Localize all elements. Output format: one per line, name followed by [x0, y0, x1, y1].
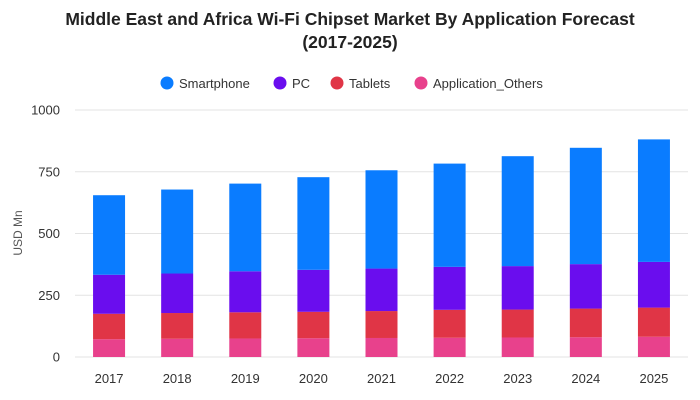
bar-smartphone-2018	[161, 189, 194, 274]
bar-tablets-2019	[229, 312, 262, 339]
bar-smartphone-2023	[501, 156, 534, 267]
bar-application-others-2020	[297, 338, 330, 357]
legend-label: Tablets	[349, 76, 391, 91]
legend: Smartphone PC Tablets Application_Others	[160, 76, 543, 91]
bar-application-others-2018	[161, 338, 194, 357]
bar-application-others-2017	[93, 339, 126, 357]
bar-application-others-2023	[501, 337, 534, 357]
bar-smartphone-2020	[297, 177, 330, 270]
legend-item-tablets: Tablets	[330, 76, 391, 91]
bar-pc-2025	[637, 261, 670, 308]
bar-smartphone-2021	[365, 170, 398, 269]
y-tick-label: 250	[38, 288, 60, 303]
y-tick-label: 500	[38, 226, 60, 241]
y-tick-label: 750	[38, 164, 60, 179]
bar-application-others-2024	[569, 337, 602, 357]
bar-pc-2018	[161, 273, 194, 314]
x-tick-label-2019: 2019	[231, 371, 260, 386]
bar-application-others-2019	[229, 338, 262, 357]
bar-application-others-2025	[637, 336, 670, 357]
y-axis-ticks: 0 250 500 750 1000	[31, 103, 60, 365]
bar-pc-2020	[297, 269, 330, 312]
bar-smartphone-2025	[637, 139, 670, 262]
bar-pc-2023	[501, 266, 534, 310]
chart-title-line-1: Middle East and Africa Wi-Fi Chipset Mar…	[65, 9, 635, 29]
x-tick-label-2020: 2020	[299, 371, 328, 386]
bar-tablets-2025	[637, 307, 670, 337]
bar-pc-2022	[433, 266, 466, 310]
y-axis-label: USD Mn	[11, 210, 25, 255]
x-tick-label-2025: 2025	[639, 371, 668, 386]
bar-tablets-2024	[569, 308, 602, 338]
bar-smartphone-2017	[93, 195, 126, 275]
x-tick-label-2023: 2023	[503, 371, 532, 386]
x-tick-label-2017: 2017	[95, 371, 124, 386]
legend-swatch	[330, 76, 344, 90]
bar-tablets-2022	[433, 309, 466, 338]
bar-tablets-2018	[161, 313, 194, 339]
legend-item-application-others: Application_Others	[414, 76, 543, 91]
bar-smartphone-2022	[433, 163, 466, 267]
y-tick-label: 0	[53, 350, 60, 365]
bar-application-others-2022	[433, 337, 466, 357]
x-tick-label-2021: 2021	[367, 371, 396, 386]
bar-smartphone-2019	[229, 183, 262, 272]
bar-smartphone-2024	[569, 147, 602, 265]
legend-item-smartphone: Smartphone	[160, 76, 250, 91]
legend-label: PC	[292, 76, 310, 91]
bar-tablets-2017	[93, 313, 126, 340]
bars	[93, 139, 670, 357]
legend-swatch	[160, 76, 174, 90]
bar-pc-2019	[229, 271, 262, 313]
bar-pc-2017	[93, 274, 126, 314]
x-axis-ticks: 2017 2018 2019 2020 2021 2022 2023 2024 2025	[95, 371, 669, 386]
x-tick-label-2024: 2024	[571, 371, 600, 386]
legend-item-pc: PC	[273, 76, 310, 91]
x-tick-label-2022: 2022	[435, 371, 464, 386]
legend-label: Smartphone	[179, 76, 250, 91]
bar-pc-2021	[365, 268, 398, 312]
bar-pc-2024	[569, 264, 602, 309]
bar-tablets-2023	[501, 309, 534, 338]
bar-tablets-2020	[297, 311, 330, 339]
bar-application-others-2021	[365, 337, 398, 357]
y-tick-label: 1000	[31, 103, 60, 118]
legend-swatch	[273, 76, 287, 90]
chart-title-line-2: (2017-2025)	[302, 32, 397, 52]
x-tick-label-2018: 2018	[163, 371, 192, 386]
legend-swatch	[414, 76, 428, 90]
bar-tablets-2021	[365, 311, 398, 338]
legend-label: Application_Others	[433, 76, 543, 91]
